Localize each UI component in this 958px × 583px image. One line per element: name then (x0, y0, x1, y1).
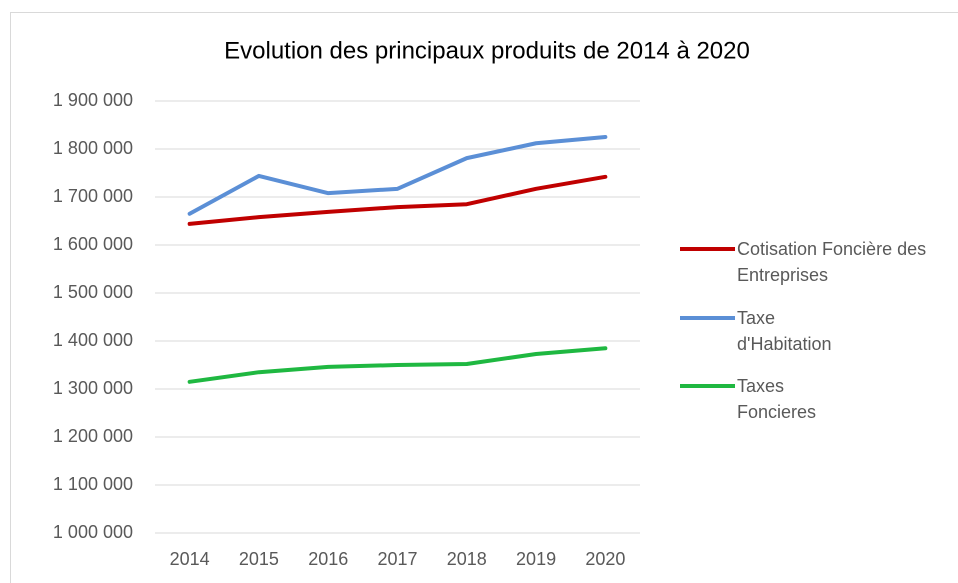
series-line (187, 346, 608, 384)
x-tick-label: 2017 (377, 549, 417, 569)
y-tick-label: 1 700 000 (53, 186, 133, 206)
legend-label: Taxe d'Habitation (737, 308, 832, 354)
y-tick-label: 1 300 000 (53, 378, 133, 398)
y-tick-label: 1 500 000 (53, 282, 133, 302)
legend-label: Cotisation Foncière des Entreprises (737, 239, 927, 285)
x-tick-label: 2018 (447, 549, 487, 569)
x-tick-label: 2014 (170, 549, 210, 569)
y-tick-label: 1 100 000 (53, 474, 133, 494)
y-tick-label: 1 800 000 (53, 138, 133, 158)
series-line (187, 174, 608, 226)
y-tick-label: 1 000 000 (53, 522, 133, 542)
x-tick-label: 2015 (239, 549, 279, 569)
y-tick-label: 1 600 000 (53, 234, 133, 254)
y-tick-label: 1 200 000 (53, 426, 133, 446)
legend-label: Taxes Foncieres (737, 376, 817, 422)
x-tick-label: 2016 (308, 549, 348, 569)
series-line (187, 135, 608, 216)
y-tick-label: 1 400 000 (53, 330, 133, 350)
chart-title: Evolution des principaux produits de 201… (224, 37, 750, 64)
x-tick-label: 2020 (585, 549, 625, 569)
y-tick-label: 1 900 000 (53, 90, 133, 110)
x-tick-label: 2019 (516, 549, 556, 569)
chart-border (10, 12, 958, 583)
